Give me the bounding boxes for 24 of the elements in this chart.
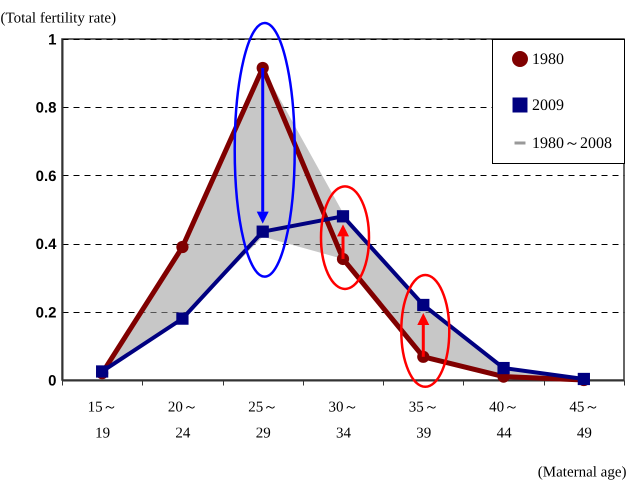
point <box>256 226 269 238</box>
y-tick-label: 0.4 <box>36 236 58 254</box>
legend-label: 1980～2008 <box>532 135 612 152</box>
x-tick-label: 35～ 39 <box>408 400 439 442</box>
y-tick-label: 0.8 <box>36 100 56 117</box>
legend-label: 1980 <box>532 51 564 68</box>
y-tick-label: 0 <box>48 372 56 390</box>
x-tick-label: 25～ 29 <box>248 400 278 442</box>
x-tick-label: 40～ 44 <box>489 400 520 442</box>
point <box>336 210 350 222</box>
y-tick-label: 1 <box>48 32 56 48</box>
x-tick-label: 15～ 19 <box>88 400 118 442</box>
y-tick-label: 0.6 <box>36 168 56 185</box>
point <box>417 298 430 312</box>
point <box>176 312 189 325</box>
y-tick-label: 0.2 <box>36 304 56 322</box>
point <box>497 362 510 374</box>
legend-label: 2009 <box>532 97 564 114</box>
x-tick-label: 45～ 49 <box>569 400 600 442</box>
x-tick-label: 30～ 34 <box>328 400 358 442</box>
y-axis-title: (Total fertility rate) <box>0 10 116 26</box>
point <box>176 240 189 254</box>
x-axis-title: (Maternal age) <box>538 464 626 480</box>
x-tick-label: 20～ 24 <box>168 400 198 442</box>
